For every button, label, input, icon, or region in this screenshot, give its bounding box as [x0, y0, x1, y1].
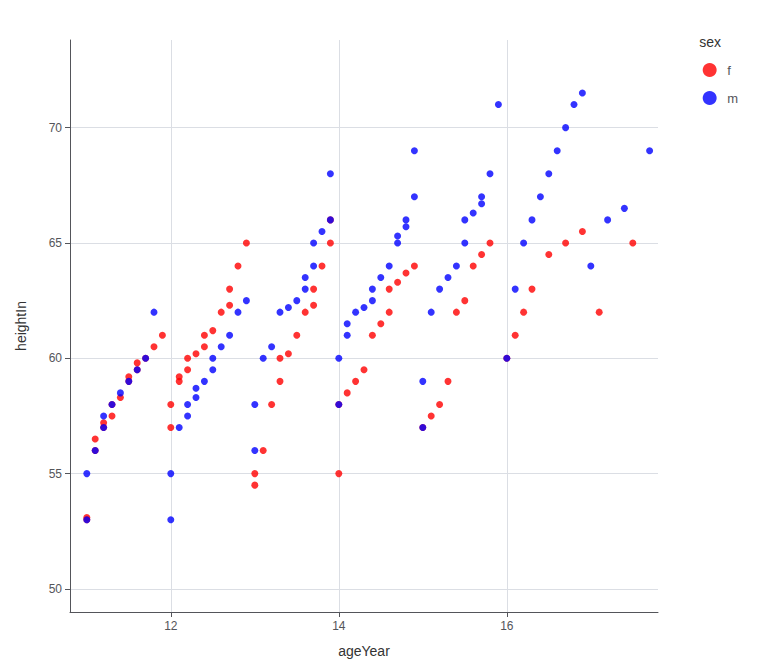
svg-text:60: 60: [49, 351, 63, 365]
svg-text:sex: sex: [699, 34, 721, 50]
svg-text:ageYear: ageYear: [338, 643, 390, 659]
svg-text:heightIn: heightIn: [13, 301, 29, 351]
svg-text:50: 50: [49, 582, 63, 596]
svg-text:55: 55: [49, 467, 63, 481]
svg-text:12: 12: [164, 619, 178, 633]
svg-text:f: f: [727, 63, 731, 78]
svg-text:14: 14: [332, 619, 346, 633]
svg-text:65: 65: [49, 236, 63, 250]
svg-text:16: 16: [500, 619, 514, 633]
svg-text:70: 70: [49, 121, 63, 135]
svg-text:m: m: [727, 91, 738, 106]
